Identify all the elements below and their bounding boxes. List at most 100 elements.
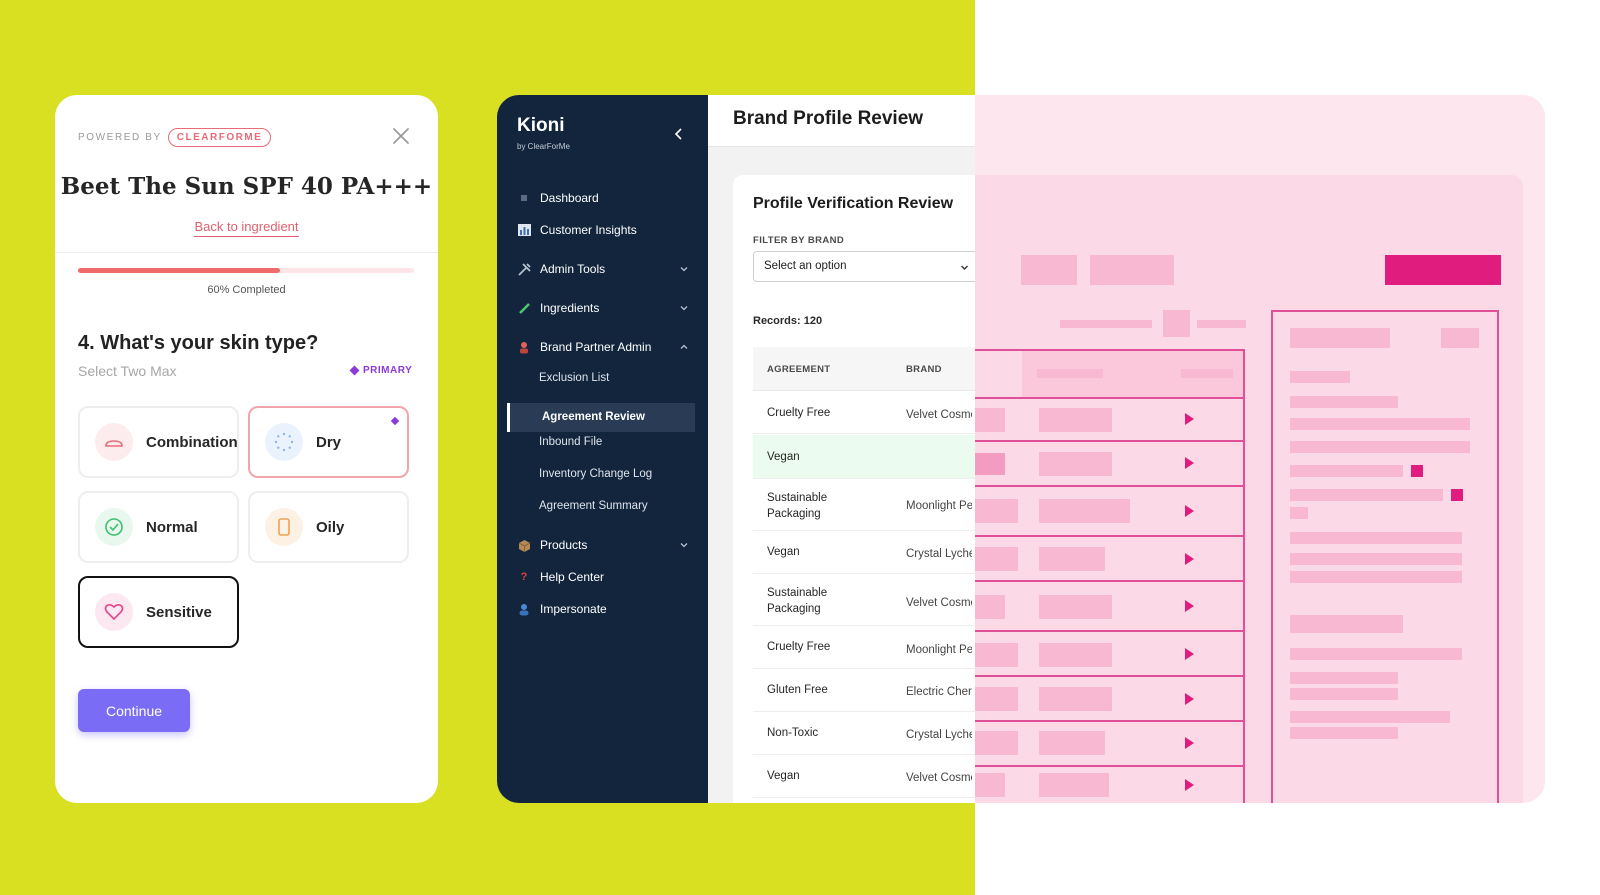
chevron-up-icon[interactable] bbox=[679, 342, 689, 352]
wireframe-block bbox=[1039, 499, 1130, 523]
chevron-down-icon[interactable] bbox=[679, 540, 689, 550]
close-icon[interactable] bbox=[390, 125, 412, 147]
subnav-label: Agreement Review bbox=[542, 411, 645, 423]
subnav-inventory-change-log[interactable]: Inventory Change Log bbox=[539, 468, 653, 480]
subnav-agreement-summary[interactable]: Agreement Summary bbox=[539, 500, 648, 512]
nav-label: Admin Tools bbox=[540, 262, 606, 276]
wireframe-block bbox=[1290, 553, 1462, 565]
box-icon bbox=[517, 538, 531, 552]
skin-quiz-card: POWERED BY CLEARFORME Beet The Sun SPF 4… bbox=[55, 95, 438, 803]
wireframe-table bbox=[975, 349, 1245, 803]
wireframe-block bbox=[1290, 688, 1398, 700]
wireframe-block bbox=[1290, 727, 1398, 739]
agreement-cell: Non-Toxic bbox=[767, 727, 819, 739]
wireframe-block bbox=[975, 643, 1018, 667]
nav-label: Customer Insights bbox=[540, 223, 637, 237]
brand-filter-select[interactable]: Select an option bbox=[753, 251, 979, 282]
option-label: Sensitive bbox=[146, 603, 212, 621]
wireframe-line bbox=[975, 397, 1245, 399]
wireframe-marker bbox=[1411, 465, 1423, 477]
wireframe-block bbox=[975, 687, 1018, 711]
subnav-inbound-file[interactable]: Inbound File bbox=[539, 436, 603, 448]
agreement-cell: Sustainable Packaging bbox=[767, 587, 828, 615]
option-combination[interactable]: Combination bbox=[78, 406, 239, 478]
primary-tag: PRIMARY bbox=[349, 365, 412, 376]
tools-icon bbox=[517, 262, 531, 276]
person-icon bbox=[517, 340, 531, 354]
agreement-cell: Vegan bbox=[767, 546, 800, 558]
wireframe-block bbox=[1290, 507, 1308, 519]
nav-impersonate[interactable]: Impersonate bbox=[517, 602, 689, 616]
progress-label: 60% Completed bbox=[207, 284, 286, 296]
nav-label: Help Center bbox=[540, 570, 605, 584]
wireframe-line bbox=[975, 440, 1245, 442]
option-label: Dry bbox=[316, 433, 342, 451]
wireframe-block bbox=[1290, 615, 1403, 633]
powered-by: POWERED BY CLEARFORME bbox=[78, 128, 272, 147]
option-normal[interactable]: Normal bbox=[78, 491, 239, 563]
nav-ingredients[interactable]: Ingredients bbox=[517, 301, 689, 315]
clearforme-badge[interactable]: CLEARFORME bbox=[167, 128, 272, 147]
wireframe-block bbox=[1290, 441, 1470, 453]
option-label: Oily bbox=[316, 518, 345, 536]
normal-check-icon bbox=[95, 508, 133, 546]
option-sensitive[interactable]: Sensitive bbox=[78, 576, 239, 648]
nav-label: Dashboard bbox=[540, 191, 599, 205]
oily-icon bbox=[265, 508, 303, 546]
option-oily[interactable]: Oily bbox=[248, 491, 409, 563]
wireframe-line bbox=[975, 675, 1245, 677]
brand-cell: Velvet Cosmetics bbox=[906, 409, 972, 421]
agreement-cell: Cruelty Free bbox=[767, 641, 831, 653]
nav-label: Impersonate bbox=[540, 602, 607, 616]
wireframe-block bbox=[1441, 328, 1479, 348]
wireframe-block bbox=[1290, 648, 1462, 660]
collapse-sidebar-icon[interactable] bbox=[672, 127, 686, 141]
progress-bar bbox=[78, 268, 414, 273]
wireframe-block bbox=[1290, 672, 1398, 684]
play-arrow-icon bbox=[1185, 648, 1194, 660]
wireframe-block bbox=[1039, 595, 1112, 619]
nav-customer-insights[interactable]: Customer Insights bbox=[517, 223, 689, 237]
wireframe-block bbox=[1290, 532, 1462, 544]
nav-help-center[interactable]: ? Help Center bbox=[517, 570, 689, 584]
chart-icon bbox=[517, 223, 531, 237]
wireframe-block bbox=[1290, 371, 1350, 383]
wireframe-marker bbox=[1451, 489, 1463, 501]
wireframe-line bbox=[975, 765, 1245, 767]
column-header[interactable]: AGREEMENT bbox=[767, 364, 831, 375]
wireframe-block bbox=[1039, 408, 1112, 432]
nav-brand-partner-admin[interactable]: Brand Partner Admin bbox=[517, 340, 689, 354]
wireframe-block bbox=[1163, 310, 1190, 337]
wireframe-block bbox=[1021, 255, 1077, 285]
agreement-cell: Sustainable Packaging bbox=[767, 492, 828, 520]
column-header[interactable]: BRAND bbox=[906, 364, 942, 375]
heart-icon bbox=[95, 593, 133, 631]
back-to-ingredient-link[interactable]: Back to ingredient bbox=[194, 219, 299, 237]
question-hint: Select Two Max bbox=[78, 363, 177, 379]
primary-marker-icon bbox=[390, 416, 400, 426]
nav-products[interactable]: Products bbox=[517, 538, 689, 552]
chevron-down-icon bbox=[961, 265, 968, 270]
nav-dashboard[interactable]: Dashboard bbox=[517, 191, 689, 205]
wireframe-block bbox=[1039, 773, 1109, 797]
logo-subtitle: by ClearForMe bbox=[517, 142, 570, 151]
wireframe-line bbox=[975, 720, 1245, 722]
option-label: Normal bbox=[146, 518, 198, 536]
brand-cell: Crystal Lychee bbox=[906, 729, 972, 741]
wireframe-block bbox=[1037, 369, 1103, 378]
wireframe-block bbox=[975, 453, 1005, 475]
question-icon: ? bbox=[520, 571, 528, 583]
play-arrow-icon bbox=[1185, 553, 1194, 565]
brand-cell: Velvet Cosmetics bbox=[906, 597, 972, 609]
dashboard-icon bbox=[517, 191, 531, 205]
app-logo[interactable]: Kioni bbox=[517, 115, 565, 136]
option-dry[interactable]: Dry bbox=[248, 406, 409, 478]
continue-button[interactable]: Continue bbox=[78, 689, 190, 732]
chevron-down-icon[interactable] bbox=[679, 303, 689, 313]
subnav-exclusion-list[interactable]: Exclusion List bbox=[539, 372, 610, 384]
subnav-agreement-review[interactable]: Agreement Review bbox=[507, 403, 695, 432]
wireframe-block bbox=[975, 499, 1018, 523]
agreement-cell: Gluten Free bbox=[767, 684, 828, 696]
chevron-down-icon[interactable] bbox=[679, 264, 689, 274]
nav-admin-tools[interactable]: Admin Tools bbox=[517, 262, 689, 276]
